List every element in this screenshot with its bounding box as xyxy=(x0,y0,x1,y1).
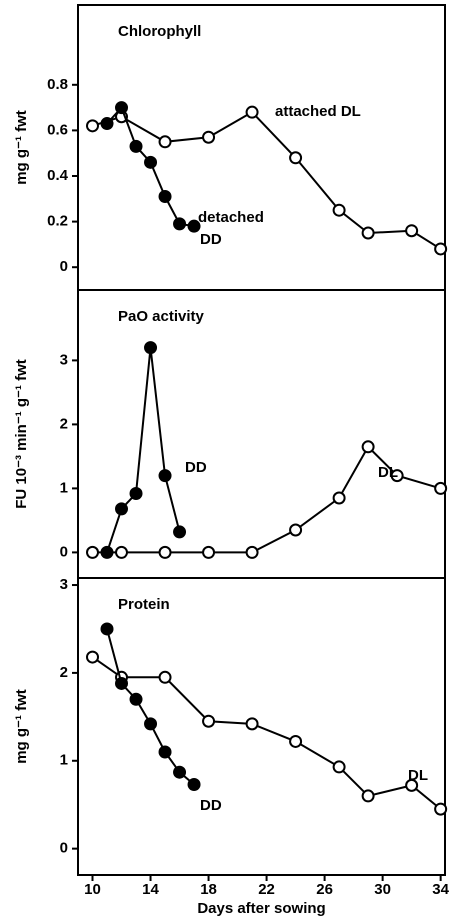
annotation: DD xyxy=(200,231,222,248)
data-point xyxy=(158,545,172,559)
data-point xyxy=(100,622,114,636)
y-tick-label: 0.2 xyxy=(47,213,68,230)
data-point xyxy=(86,119,100,133)
series-line xyxy=(106,628,195,786)
data-point xyxy=(115,545,129,559)
data-point xyxy=(115,101,129,115)
data-point xyxy=(158,745,172,759)
data-point xyxy=(332,491,346,505)
y-tick-label: 0.4 xyxy=(47,167,69,184)
data-point xyxy=(390,469,404,483)
annotation: DL xyxy=(408,767,428,784)
data-point xyxy=(332,203,346,217)
x-tick-label: 30 xyxy=(374,881,391,898)
panel-title: PaO activity xyxy=(118,308,205,325)
data-point xyxy=(144,341,158,355)
data-point xyxy=(202,545,216,559)
x-tick-label: 10 xyxy=(84,881,101,898)
data-point xyxy=(202,714,216,728)
y-axis-label: FU 10⁻³ min⁻¹ g⁻¹ fwt xyxy=(13,359,30,509)
data-point xyxy=(187,219,201,233)
y-tick-label: 0 xyxy=(60,258,68,275)
data-point xyxy=(144,155,158,169)
data-point xyxy=(289,151,303,165)
panel-frame xyxy=(77,577,446,876)
data-point xyxy=(289,734,303,748)
data-point xyxy=(115,676,129,690)
y-tick-label: 2 xyxy=(60,664,68,681)
series-line xyxy=(92,445,441,554)
y-axis-label: mg g⁻¹ fwt xyxy=(13,689,30,764)
x-tick-label: 26 xyxy=(316,881,333,898)
panel-frame xyxy=(77,289,446,579)
data-point xyxy=(361,440,375,454)
data-point xyxy=(361,226,375,240)
data-point xyxy=(173,525,187,539)
annotation: DL xyxy=(378,464,398,481)
series-line xyxy=(106,347,181,553)
data-point xyxy=(245,717,259,731)
data-point xyxy=(202,130,216,144)
data-point xyxy=(434,802,448,816)
data-point xyxy=(245,545,259,559)
data-point xyxy=(86,650,100,664)
data-point xyxy=(434,242,448,256)
y-tick-label: 2 xyxy=(60,415,68,432)
y-tick-label: 0.8 xyxy=(47,76,68,93)
data-point xyxy=(129,487,143,501)
data-point xyxy=(158,190,172,204)
data-point xyxy=(245,105,259,119)
x-tick-label: 22 xyxy=(258,881,275,898)
y-tick-label: 0 xyxy=(60,840,68,857)
panel-title: Protein xyxy=(118,596,170,613)
data-point xyxy=(115,502,129,516)
y-tick-label: 3 xyxy=(60,576,68,593)
panel-title: Chlorophyll xyxy=(118,23,201,40)
y-tick-label: 1 xyxy=(60,752,68,769)
x-tick-label: 14 xyxy=(142,881,159,898)
annotation: DD xyxy=(200,797,222,814)
data-point xyxy=(158,135,172,149)
data-point xyxy=(129,139,143,153)
y-axis-label: mg g⁻¹ fwt xyxy=(13,110,30,185)
data-point xyxy=(187,777,201,791)
data-point xyxy=(100,545,114,559)
data-point xyxy=(332,760,346,774)
data-point xyxy=(158,469,172,483)
data-point xyxy=(361,789,375,803)
data-point xyxy=(173,765,187,779)
data-point xyxy=(405,778,419,792)
data-point xyxy=(86,545,100,559)
data-point xyxy=(173,217,187,231)
y-tick-label: 1 xyxy=(60,479,68,496)
data-point xyxy=(289,523,303,537)
series-line xyxy=(91,656,442,810)
y-tick-label: 0.6 xyxy=(47,121,68,138)
annotation: detached xyxy=(198,209,264,226)
x-tick-label: 34 xyxy=(432,881,449,898)
data-point xyxy=(129,692,143,706)
x-axis-label: Days after sowing xyxy=(197,900,325,917)
data-point xyxy=(100,117,114,131)
data-point xyxy=(158,670,172,684)
annotation: DD xyxy=(185,459,207,476)
annotation: attached DL xyxy=(275,103,361,120)
x-tick-label: 18 xyxy=(200,881,217,898)
y-tick-label: 3 xyxy=(60,351,68,368)
data-point xyxy=(144,717,158,731)
series-line xyxy=(92,110,442,250)
data-point xyxy=(434,481,448,495)
y-tick-label: 0 xyxy=(60,543,68,560)
data-point xyxy=(405,224,419,238)
